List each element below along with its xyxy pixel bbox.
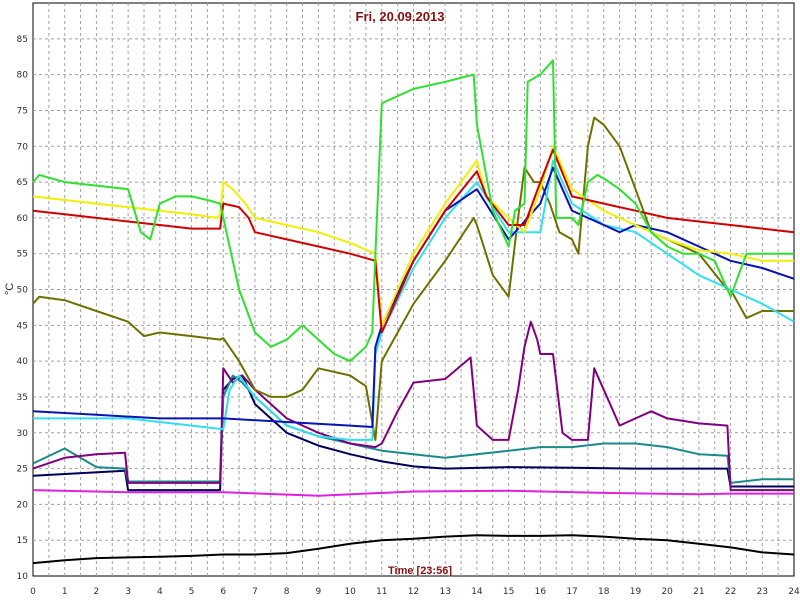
x-tick-label: 6 bbox=[220, 587, 226, 597]
y-tick-label: 40 bbox=[17, 357, 29, 367]
y-tick-label: 20 bbox=[17, 500, 29, 510]
x-tick-label: 0 bbox=[30, 587, 36, 597]
y-tick-label: 10 bbox=[17, 572, 29, 582]
chart-title: Fri, 20.09.2013 bbox=[356, 9, 445, 24]
y-tick-labels: 10 15 20 25 30 35 40 45 50 55 60 65 70 75 80 85 bbox=[17, 35, 29, 582]
x-tick-label: 4 bbox=[157, 587, 163, 597]
y-tick-label: 35 bbox=[17, 393, 28, 403]
x-tick-label: 7 bbox=[252, 587, 258, 597]
x-tick-label: 15 bbox=[503, 587, 514, 597]
x-tick-label: 9 bbox=[316, 587, 322, 597]
series-line-7 bbox=[33, 159, 795, 441]
x-axis-label: Time [23:56] bbox=[388, 565, 452, 577]
series-line-6 bbox=[32, 116, 794, 441]
y-tick-label: 85 bbox=[17, 35, 28, 45]
series-line-5 bbox=[32, 320, 794, 492]
y-tick-label: 45 bbox=[17, 321, 28, 331]
x-tick-label: 20 bbox=[661, 587, 673, 597]
x-tick-label: 19 bbox=[630, 587, 642, 597]
x-tick-label: 12 bbox=[408, 587, 419, 597]
y-tick-label: 70 bbox=[17, 142, 29, 152]
x-tick-label: 18 bbox=[598, 587, 610, 597]
y-tick-label: 55 bbox=[17, 250, 28, 260]
y-tick-label: 75 bbox=[17, 106, 28, 116]
y-tick-label: 80 bbox=[17, 71, 29, 81]
x-tick-label: 17 bbox=[566, 587, 577, 597]
x-tick-label: 10 bbox=[344, 587, 356, 597]
x-tick-label: 22 bbox=[725, 587, 736, 597]
y-axis-label: °C bbox=[4, 283, 16, 295]
x-tick-label: 8 bbox=[284, 587, 290, 597]
x-tick-label: 1 bbox=[62, 587, 68, 597]
x-tick-label: 23 bbox=[757, 587, 768, 597]
x-tick-labels: 0 1 2 3 4 5 6 7 8 9 10 11 12 13 14 15 16 17 18 19 20 21 22 23 24 bbox=[30, 587, 800, 597]
x-tick-label: 16 bbox=[535, 587, 547, 597]
series-line-4 bbox=[32, 374, 794, 484]
y-tick-label: 65 bbox=[17, 178, 28, 188]
y-tick-label: 15 bbox=[17, 536, 28, 546]
y-tick-label: 50 bbox=[17, 286, 29, 296]
x-tick-label: 13 bbox=[439, 587, 450, 597]
series-line-1 bbox=[32, 534, 795, 565]
y-tick-label: 30 bbox=[17, 429, 29, 439]
x-tick-label: 3 bbox=[125, 587, 131, 597]
x-tick-label: 11 bbox=[376, 587, 387, 597]
series-line-2 bbox=[32, 489, 794, 497]
x-tick-label: 24 bbox=[788, 587, 800, 597]
y-tick-label: 60 bbox=[17, 214, 29, 224]
x-tick-label: 2 bbox=[94, 587, 100, 597]
series-line-8 bbox=[32, 166, 795, 428]
series-line-10 bbox=[32, 148, 795, 334]
x-tick-label: 5 bbox=[189, 587, 195, 597]
y-tick-label: 25 bbox=[17, 465, 28, 475]
series-line-11 bbox=[32, 59, 794, 363]
series-line-9 bbox=[32, 145, 794, 327]
series-layer bbox=[32, 59, 795, 565]
x-tick-label: 21 bbox=[693, 587, 704, 597]
x-tick-label: 14 bbox=[471, 587, 483, 597]
